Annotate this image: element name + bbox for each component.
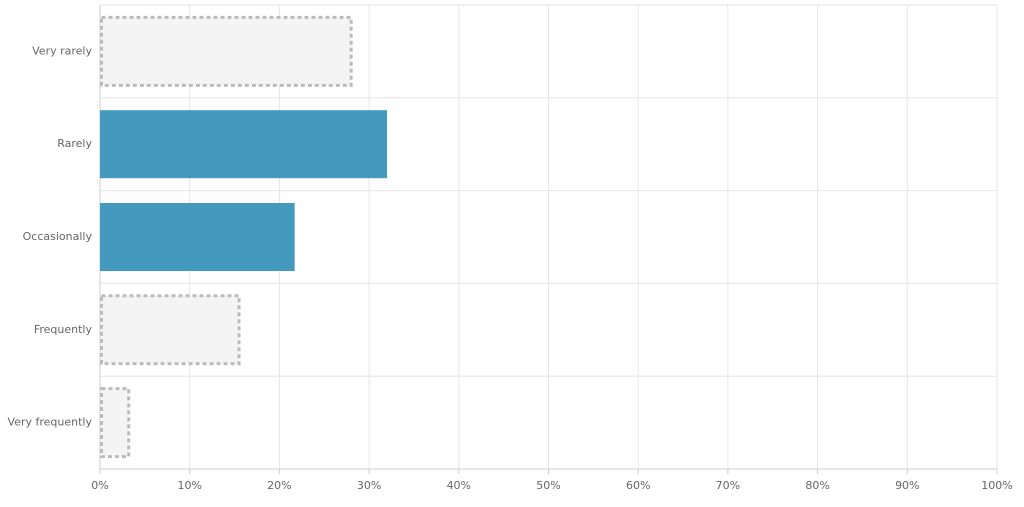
- y-tick-label: Occasionally: [23, 230, 93, 243]
- bar: [100, 294, 241, 366]
- x-tick-label: 90%: [895, 479, 919, 492]
- x-tick-label: 0%: [91, 479, 108, 492]
- x-tick-label: 100%: [981, 479, 1012, 492]
- x-tick-label: 50%: [536, 479, 560, 492]
- y-tick-label: Very rarely: [32, 44, 92, 57]
- x-tick-label: 10%: [177, 479, 201, 492]
- bar: [100, 110, 388, 179]
- x-tick-label: 80%: [805, 479, 829, 492]
- y-tick-label: Frequently: [34, 323, 93, 336]
- bar: [100, 15, 353, 87]
- bar: [100, 203, 295, 271]
- y-tick-label: Rarely: [57, 137, 92, 150]
- x-tick-label: 40%: [447, 479, 471, 492]
- x-tick-label: 20%: [267, 479, 291, 492]
- y-tick-label: Very frequently: [8, 416, 93, 429]
- bar: [100, 387, 131, 459]
- x-tick-label: 30%: [357, 479, 381, 492]
- x-tick-label: 60%: [626, 479, 650, 492]
- x-tick-label: 70%: [716, 479, 740, 492]
